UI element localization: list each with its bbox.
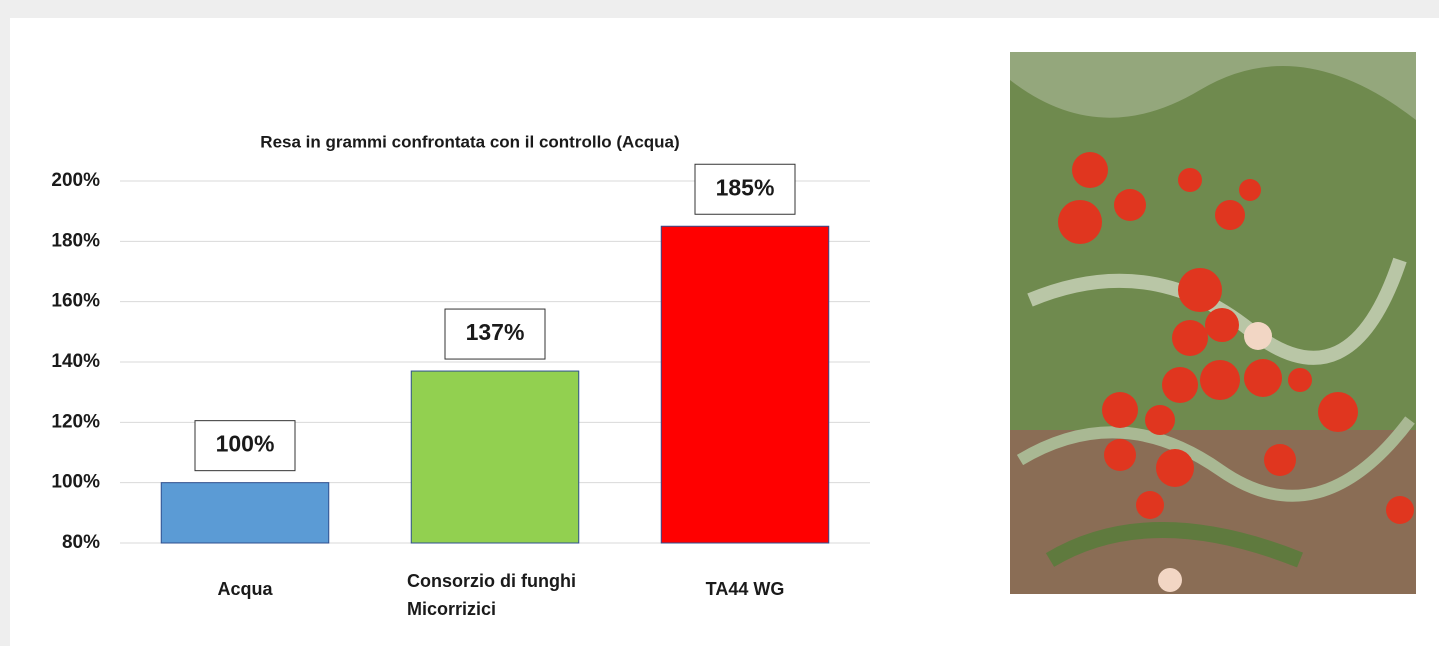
- photo: [1010, 52, 1416, 594]
- bar: [660, 225, 830, 544]
- y-tick-label: 200%: [51, 170, 100, 191]
- chart-title: Resa in grammi confrontata con il contro…: [260, 132, 679, 151]
- value-label: 185%: [716, 174, 775, 200]
- value-label-box: [694, 163, 796, 215]
- bar: [160, 482, 330, 544]
- y-tick-label: 120%: [51, 411, 100, 432]
- value-label-box: [444, 308, 546, 360]
- x-tick-label: Acqua: [217, 579, 273, 599]
- value-label: 137%: [466, 319, 525, 345]
- y-tick-label: 140%: [51, 351, 100, 372]
- x-tick-label: Consorzio di funghi Micorrizici: [407, 571, 576, 619]
- y-tick-label: 100%: [51, 472, 100, 493]
- y-tick-label: 180%: [51, 230, 100, 251]
- y-tick-label: 160%: [51, 291, 100, 312]
- x-tick-label: TA44 WG: [705, 579, 785, 599]
- bar: [410, 370, 580, 544]
- value-label: 100%: [216, 431, 275, 457]
- y-tick-label: 80%: [62, 532, 100, 553]
- value-label-box: [194, 420, 296, 472]
